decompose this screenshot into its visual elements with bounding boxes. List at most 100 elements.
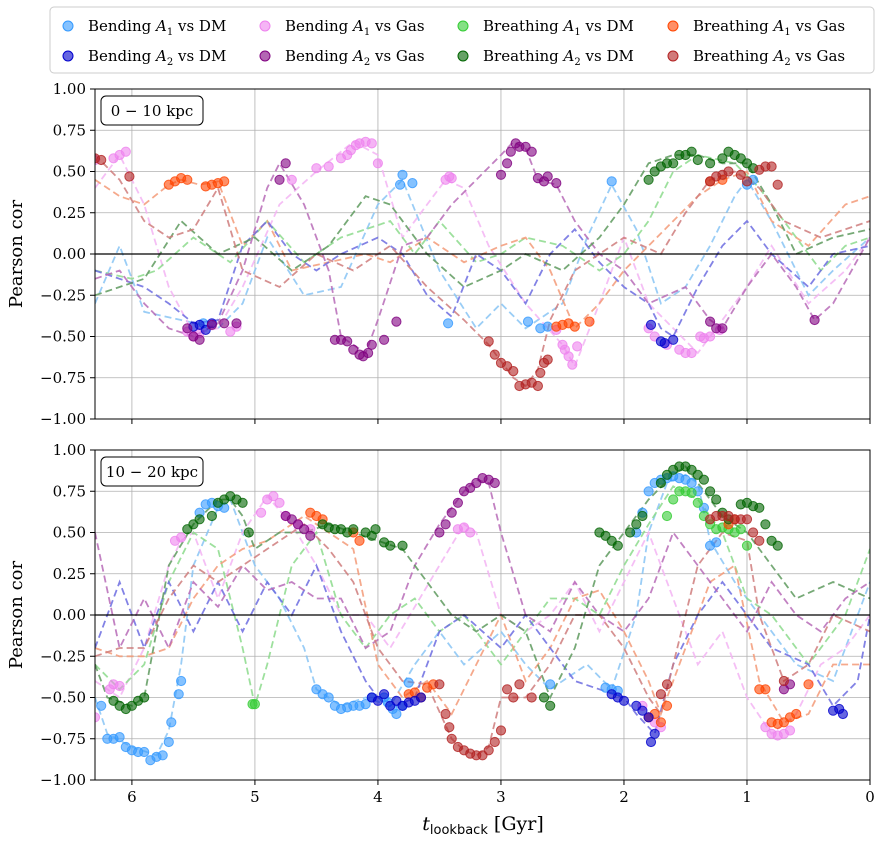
legend-marker-bA2dm (62, 50, 74, 62)
x-tick-label: 0 (865, 788, 875, 806)
data-point (741, 540, 753, 551)
data-point (668, 494, 679, 505)
data-point (219, 176, 230, 187)
data-point (182, 323, 193, 334)
data-point (96, 700, 107, 711)
annotation-box (100, 95, 204, 126)
legend-entry-brA2gas: Breathing A2 vs Gas (667, 47, 845, 68)
data-point (483, 336, 494, 347)
data-point (538, 692, 550, 703)
data-point (120, 146, 131, 157)
series-line-brA1dm (95, 154, 870, 280)
data-point (643, 486, 654, 497)
data-point (766, 161, 777, 172)
data-point (645, 736, 657, 748)
data-point (444, 722, 455, 733)
y-tick-label: 0.25 (53, 204, 86, 222)
data-point (741, 176, 753, 187)
data-point (772, 179, 783, 190)
data-point (778, 675, 790, 687)
data-point (489, 349, 500, 360)
x-tick-label: 2 (619, 788, 629, 806)
data-point (837, 708, 849, 720)
series-line-brA2gas (95, 523, 870, 757)
legend: Bending A1 vs DM Bending A1 vs Gas Breathi… (49, 6, 875, 74)
data-point (366, 339, 377, 350)
y-tick-label: 1.00 (53, 441, 86, 459)
data-point (370, 524, 381, 535)
series-points-brA2dm (643, 146, 759, 185)
data-point (206, 319, 217, 330)
data-point (237, 497, 248, 508)
y-tick-label: −0.75 (40, 369, 86, 387)
data-point (206, 510, 217, 522)
data-point (194, 514, 205, 525)
y-tick-label: 0.50 (53, 524, 86, 542)
axis-ticks: −1.00 −0.75 −0.50 −0.25 0.00 0.25 0.50 0.75 1.00 (40, 80, 871, 428)
data-point (256, 507, 267, 518)
data-point (717, 153, 728, 164)
legend-label-bA1dm: Bending A1 vs DM (88, 17, 226, 38)
y-tick-label: 0.00 (53, 606, 86, 624)
data-point (173, 689, 184, 700)
legend-entry-bA1dm: Bending A1 vs DM (62, 17, 226, 38)
data-point (505, 146, 516, 157)
data-point (434, 679, 445, 690)
data-point (379, 334, 390, 345)
legend-entry-brA1dm: Breathing A1 vs DM (457, 17, 634, 38)
data-point (542, 354, 553, 365)
data-point (637, 705, 648, 716)
panel-10-20kpc: 6 5 4 3 2 1 0 −1.00 −0.75 −0.50 −0.25 0.00 0.25 0.50 0… (6, 441, 875, 806)
data-point (397, 169, 408, 180)
data-point (655, 717, 667, 728)
x-tick-label: 1 (742, 788, 752, 806)
data-point (661, 700, 673, 711)
data-point (526, 692, 537, 703)
data-point (668, 158, 679, 169)
x-tick-label: 4 (373, 788, 383, 806)
data-point (809, 314, 820, 326)
data-point (668, 334, 679, 345)
annotation-box (100, 456, 204, 487)
data-point (717, 323, 728, 334)
data-point (692, 154, 703, 166)
data-point (655, 477, 667, 489)
data-point (748, 527, 759, 538)
series-points-bA2gas (280, 473, 796, 695)
data-point (803, 679, 814, 690)
data-point (360, 699, 371, 710)
data-point (584, 316, 595, 327)
data-point (723, 166, 734, 177)
data-point (698, 474, 710, 485)
series-line-bA1dm (95, 178, 870, 330)
data-point (446, 173, 457, 184)
data-point (403, 677, 414, 688)
y-tick-label: 0.75 (53, 482, 86, 500)
data-point (397, 540, 408, 551)
data-point (711, 537, 722, 548)
data-point (711, 494, 722, 505)
annotation-text: 0 − 10 kpc (111, 102, 194, 120)
y-axis-label: Pearson cor (6, 200, 27, 309)
data-point (443, 318, 454, 329)
legend-entry-bA1gas: Bending A1 vs Gas (259, 17, 425, 38)
series-line-bA1gas (95, 494, 870, 736)
data-point (791, 708, 802, 720)
data-point (643, 174, 654, 185)
data-point (705, 316, 716, 327)
data-point (686, 347, 697, 359)
data-point (176, 532, 187, 543)
data-point (489, 477, 500, 489)
legend-label-bA1gas: Bending A1 vs Gas (285, 17, 425, 38)
data-point (372, 695, 383, 706)
data-point (139, 746, 150, 758)
data-point (692, 497, 703, 508)
data-point (440, 708, 451, 720)
data-point (268, 491, 279, 502)
series-points-brA2gas (434, 510, 790, 761)
data-point (489, 736, 500, 748)
data-point (655, 689, 667, 700)
data-point (391, 708, 402, 720)
data-point (772, 540, 783, 551)
y-tick-label: 0.75 (53, 121, 86, 139)
